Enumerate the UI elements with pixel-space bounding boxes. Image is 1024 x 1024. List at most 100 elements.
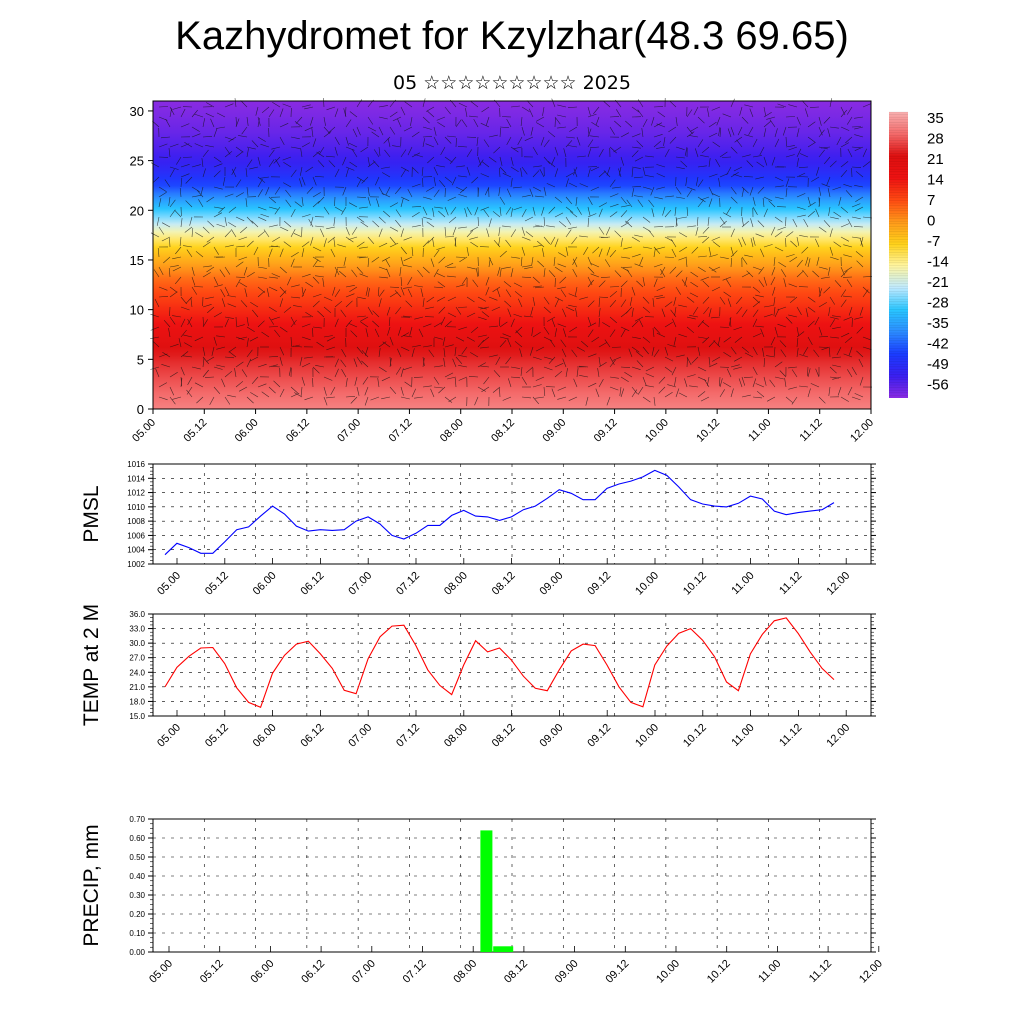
wind-barb	[375, 176, 380, 186]
wind-barb	[774, 246, 784, 252]
wind-barb	[323, 131, 332, 138]
wind-barb	[231, 168, 237, 178]
wind-barb	[257, 189, 263, 198]
wind-barb	[323, 376, 333, 381]
wind-barb	[862, 161, 871, 168]
wind-barb	[400, 256, 404, 266]
wind-barb	[708, 132, 718, 138]
wind-barb	[512, 186, 523, 189]
wind-barb	[378, 298, 382, 308]
wind-barb	[730, 388, 734, 398]
wind-barb	[733, 326, 743, 331]
wind-barb	[348, 323, 358, 328]
wind-barb	[810, 383, 820, 388]
wind-barb	[428, 349, 435, 358]
wind-barb	[312, 176, 317, 186]
wind-barb	[345, 293, 355, 298]
wind-barb	[763, 128, 767, 138]
wind-barb	[829, 160, 837, 168]
wind-barb	[796, 348, 799, 358]
temp-series-line	[164, 617, 835, 709]
wind-barb	[847, 369, 853, 378]
wind-barb	[399, 266, 402, 276]
wind-barb	[507, 338, 512, 348]
wind-barb	[400, 196, 410, 202]
wind-barb	[550, 236, 556, 246]
wind-barb	[328, 160, 336, 168]
wind-barb	[773, 306, 776, 316]
wind-barb	[785, 154, 795, 158]
wind-barb	[798, 166, 809, 168]
wind-barb	[792, 218, 798, 228]
wind-barb	[730, 196, 738, 204]
wind-barb	[637, 386, 644, 395]
wind-barb	[576, 155, 586, 158]
wind-barb	[513, 206, 523, 211]
wind-barb	[466, 230, 474, 238]
wind-barb	[771, 266, 776, 276]
wind-barb	[650, 186, 655, 196]
wind-barb	[502, 225, 512, 228]
wind-barb	[697, 266, 706, 272]
wind-barb	[565, 206, 574, 213]
wind-barb	[250, 392, 259, 398]
wind-barb	[535, 346, 545, 352]
wind-barb	[591, 336, 600, 343]
wind-barb	[395, 366, 402, 375]
wind-barb	[506, 136, 512, 146]
wind-barb	[458, 326, 468, 330]
wind-barb	[466, 336, 475, 342]
wind-barb	[367, 236, 375, 244]
wind-barb	[158, 191, 167, 198]
wind-barb	[691, 356, 699, 364]
colorbar-label: -21	[927, 274, 949, 291]
wind-barb	[652, 298, 655, 308]
wind-barb	[311, 128, 314, 138]
wind-barb	[598, 280, 606, 288]
wind-barb	[548, 356, 556, 364]
wind-barb	[290, 319, 297, 328]
wind-barb	[430, 388, 435, 398]
wind-barb	[337, 244, 347, 248]
wind-barb	[386, 306, 391, 316]
wind-barb	[531, 256, 534, 266]
wind-barb	[235, 261, 244, 268]
wind-barb	[719, 378, 723, 388]
wind-barb	[532, 285, 542, 288]
wind-barb	[394, 290, 402, 298]
wind-barb	[749, 108, 754, 118]
wind-barb	[271, 146, 281, 150]
wind-barb	[466, 136, 477, 138]
wind-barb	[645, 385, 655, 388]
wind-barb	[152, 340, 160, 348]
wind-barb	[260, 143, 270, 148]
wind-barb	[727, 128, 732, 138]
x-tick-label: 05.00	[130, 417, 158, 445]
wind-barb	[433, 176, 436, 186]
wind-barb	[823, 286, 831, 294]
wind-barb	[483, 139, 490, 148]
wind-barb	[213, 163, 223, 168]
wind-barb	[838, 196, 842, 206]
wind-barb	[216, 112, 226, 118]
wind-barb	[521, 208, 527, 218]
wind-barb	[480, 173, 490, 178]
wind-barb	[675, 286, 681, 295]
wind-barb	[598, 248, 603, 258]
wind-barb	[268, 276, 278, 279]
wind-barb	[332, 286, 336, 296]
wind-barb	[546, 225, 556, 228]
wind-barb	[730, 246, 734, 256]
wind-barb	[642, 246, 652, 249]
wind-barb	[274, 206, 281, 215]
wind-barb	[587, 300, 595, 308]
wind-barb	[425, 306, 435, 310]
wind-barb	[169, 291, 178, 298]
wind-barb	[818, 266, 828, 270]
wind-barb	[693, 106, 699, 116]
wind-barb	[623, 246, 633, 250]
wind-barb	[653, 278, 658, 288]
wind-barb	[803, 218, 809, 228]
y-tick-label: 0.30	[129, 891, 145, 900]
